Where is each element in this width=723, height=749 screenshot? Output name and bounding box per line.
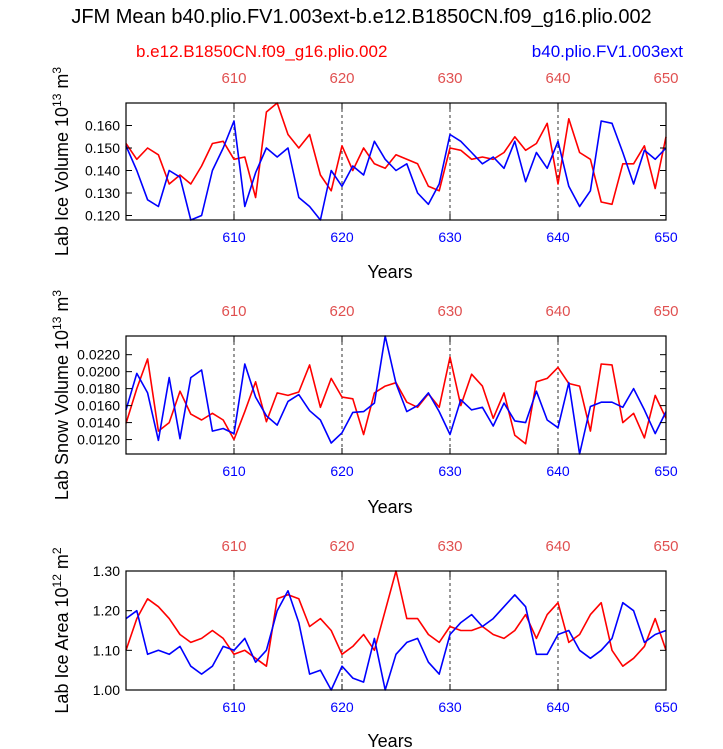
series-line-blue — [125, 589, 667, 691]
x-axis-title: Years — [367, 497, 412, 517]
series-line-blue — [125, 335, 667, 455]
legend-left-label: b.e12.B1850CN.f09_g16.plio.002 — [136, 42, 388, 61]
x-tick-label-bottom: 630 — [438, 229, 462, 245]
y-axis-title: Lab Ice Area 1012 m2 — [50, 547, 72, 713]
x-tick-label-bottom: 610 — [222, 229, 246, 245]
plot-frame — [125, 102, 667, 221]
x-tick-label-top: 620 — [329, 70, 354, 87]
x-tick-label-top: 620 — [329, 303, 354, 320]
y-tick-label: 0.150 — [85, 140, 120, 156]
y-axis-title: Lab Snow Volume 1013 m3 — [50, 290, 72, 500]
x-tick-label-top: 610 — [221, 538, 246, 555]
x-tick-label-top: 650 — [653, 70, 678, 87]
x-tick-label-top: 640 — [545, 70, 570, 87]
x-tick-label-top: 630 — [437, 303, 462, 320]
x-tick-label-top: 650 — [653, 303, 678, 320]
y-tick-label: 0.140 — [85, 163, 120, 179]
panel-1: 0.120 0.130 0.140 0.150 0.160 610 610 620 620 630… — [50, 67, 679, 282]
series-line-red — [125, 570, 667, 668]
chart-title: JFM Mean b40.plio.FV1.003ext-b.e12.B1850… — [71, 6, 652, 28]
y-tick-label: 0.130 — [85, 185, 120, 201]
x-tick-label-top: 610 — [221, 303, 246, 320]
x-tick-label-top: 620 — [329, 538, 354, 555]
x-axis-title: Years — [367, 262, 412, 282]
x-tick-label-top: 610 — [221, 70, 246, 87]
series-line-red — [125, 102, 667, 206]
y-tick-label: 1.00 — [93, 682, 120, 698]
y-tick-label: 1.30 — [93, 563, 120, 579]
x-tick-label-bottom: 640 — [546, 699, 570, 715]
y-axis-title: Lab Ice Volume 1013 m3 — [50, 67, 72, 256]
x-tick-label-top: 630 — [437, 538, 462, 555]
y-tick-label: 0.0140 — [77, 415, 120, 431]
plot-frame — [125, 335, 667, 455]
plot-frame — [125, 570, 667, 691]
x-tick-label-bottom: 650 — [654, 699, 678, 715]
x-tick-label-bottom: 650 — [654, 229, 678, 245]
y-tick-label: 0.0200 — [77, 364, 120, 380]
x-tick-label-bottom: 620 — [330, 699, 354, 715]
x-tick-label-bottom: 630 — [438, 463, 462, 479]
x-tick-label-top: 640 — [545, 538, 570, 555]
y-tick-label: 1.20 — [93, 603, 120, 619]
legend-right-label: b40.plio.FV1.003ext — [531, 42, 683, 61]
x-axis-title: Years — [367, 731, 412, 749]
x-tick-label-bottom: 640 — [546, 229, 570, 245]
x-tick-label-bottom: 610 — [222, 699, 246, 715]
x-tick-label-bottom: 610 — [222, 463, 246, 479]
y-tick-label: 1.10 — [93, 642, 120, 658]
x-tick-label-bottom: 620 — [330, 229, 354, 245]
x-tick-label-bottom: 640 — [546, 463, 570, 479]
series-line-blue — [125, 120, 667, 221]
panel-3: 1.00 1.10 1.20 1.30 610 610 620 620 630 630 640 640… — [50, 538, 679, 749]
y-tick-label: 0.0160 — [77, 398, 120, 414]
y-tick-label: 0.120 — [85, 208, 120, 224]
y-tick-label: 0.160 — [85, 118, 120, 134]
x-tick-label-bottom: 650 — [654, 463, 678, 479]
x-tick-label-top: 640 — [545, 303, 570, 320]
x-tick-label-bottom: 620 — [330, 463, 354, 479]
y-tick-label: 0.0220 — [77, 347, 120, 363]
x-tick-label-top: 630 — [437, 70, 462, 87]
x-tick-label-bottom: 630 — [438, 699, 462, 715]
y-tick-label: 0.0120 — [77, 432, 120, 448]
x-tick-label-top: 650 — [653, 538, 678, 555]
y-tick-label: 0.0180 — [77, 381, 120, 397]
